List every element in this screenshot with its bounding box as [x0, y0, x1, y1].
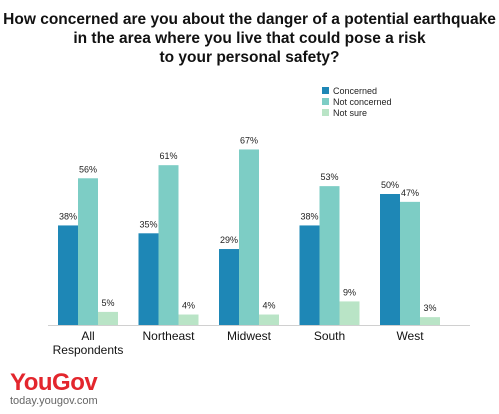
- data-label: 47%: [401, 188, 419, 198]
- category-label: All: [81, 329, 94, 343]
- logo-wordmark: YouGov: [10, 369, 98, 396]
- category-label: Midwest: [227, 329, 272, 343]
- data-label: 3%: [423, 303, 436, 313]
- bar-not-sure: [339, 301, 360, 325]
- data-label: 50%: [381, 180, 399, 190]
- data-label: 67%: [240, 135, 258, 145]
- category-label: South: [314, 329, 345, 343]
- chart-title: How concerned are you about the danger o…: [0, 10, 499, 67]
- data-label: 53%: [320, 172, 338, 182]
- bar-concerned: [299, 225, 320, 325]
- data-label: 38%: [300, 211, 318, 221]
- data-label: 5%: [101, 298, 114, 308]
- data-label: 38%: [59, 211, 77, 221]
- data-label: 4%: [262, 301, 275, 311]
- legend-label: Concerned: [333, 86, 377, 96]
- data-label: 29%: [220, 235, 238, 245]
- logo-url[interactable]: today.yougov.com: [10, 395, 98, 407]
- title-line-2: in the area where you live that could po…: [73, 30, 426, 47]
- bar-concerned: [138, 233, 159, 325]
- data-label: 9%: [343, 287, 356, 297]
- bar-not-concerned: [319, 186, 340, 325]
- data-label: 4%: [182, 301, 195, 311]
- title-line-1: How concerned are you about the danger o…: [3, 11, 496, 28]
- bar-concerned: [219, 249, 239, 325]
- bar-not-sure: [259, 314, 279, 325]
- bar-not-sure: [98, 311, 118, 325]
- yougov-logo[interactable]: YouGov today.yougov.com: [10, 369, 98, 408]
- bar-not-concerned: [158, 165, 179, 325]
- data-label: 61%: [159, 151, 177, 161]
- bar-not-concerned: [239, 149, 259, 325]
- bar-concerned: [58, 225, 78, 325]
- data-label: 35%: [139, 219, 157, 229]
- bar-not-sure: [420, 317, 440, 325]
- bar-not-concerned: [400, 201, 420, 325]
- legend-swatch: [322, 98, 329, 105]
- data-label: 56%: [79, 164, 97, 174]
- legend-swatch: [322, 109, 329, 116]
- legend-label: Not sure: [333, 108, 367, 118]
- legend-swatch: [322, 87, 329, 94]
- category-label: Respondents: [53, 343, 124, 357]
- title-line-3: to your personal safety?: [159, 49, 340, 66]
- bar-not-sure: [178, 314, 199, 325]
- legend-label: Not concerned: [333, 97, 392, 107]
- bar-not-concerned: [78, 178, 98, 325]
- category-label: West: [396, 329, 424, 343]
- category-label: Northeast: [142, 329, 195, 343]
- bar-concerned: [380, 194, 400, 325]
